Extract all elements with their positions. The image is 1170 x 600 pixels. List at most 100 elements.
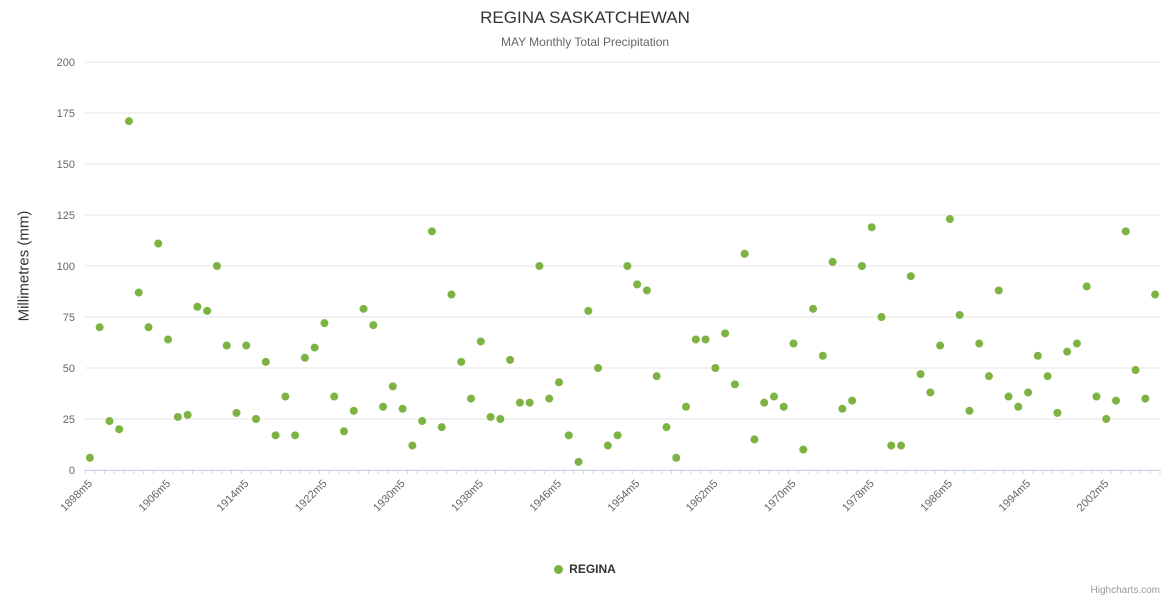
data-point[interactable]: [564, 431, 573, 440]
data-point[interactable]: [203, 306, 212, 315]
data-point[interactable]: [212, 262, 221, 270]
data-point[interactable]: [359, 304, 368, 313]
data-point[interactable]: [994, 286, 1003, 295]
data-point[interactable]: [789, 339, 798, 348]
data-point[interactable]: [183, 410, 192, 419]
data-point[interactable]: [877, 313, 886, 321]
data-point[interactable]: [926, 388, 935, 397]
data-point[interactable]: [711, 364, 720, 372]
data-point[interactable]: [1072, 339, 1081, 348]
data-point[interactable]: [662, 423, 671, 432]
data-point[interactable]: [750, 435, 759, 444]
data-point[interactable]: [95, 323, 104, 332]
data-point[interactable]: [936, 341, 945, 350]
data-point[interactable]: [242, 341, 251, 350]
data-point[interactable]: [691, 335, 700, 344]
data-point[interactable]: [1033, 351, 1042, 360]
data-point[interactable]: [486, 412, 495, 421]
data-point[interactable]: [281, 392, 290, 401]
data-point[interactable]: [369, 321, 378, 330]
data-point[interactable]: [1043, 372, 1052, 381]
data-point[interactable]: [437, 423, 446, 432]
data-point[interactable]: [232, 408, 241, 417]
data-point[interactable]: [398, 404, 407, 413]
data-point[interactable]: [965, 406, 974, 415]
data-point[interactable]: [916, 370, 925, 379]
data-point[interactable]: [496, 415, 505, 423]
data-point[interactable]: [339, 427, 348, 436]
data-point[interactable]: [828, 257, 837, 266]
data-point[interactable]: [252, 415, 261, 423]
highcharts-credits-link[interactable]: Highcharts.com: [1090, 585, 1160, 596]
data-point[interactable]: [310, 343, 319, 352]
data-point[interactable]: [349, 406, 358, 415]
data-point[interactable]: [515, 398, 524, 407]
data-point[interactable]: [779, 402, 788, 411]
data-point[interactable]: [672, 453, 681, 462]
data-point[interactable]: [1092, 392, 1101, 401]
data-point[interactable]: [457, 357, 466, 366]
data-point[interactable]: [115, 425, 124, 434]
data-point[interactable]: [193, 302, 202, 311]
data-point[interactable]: [584, 306, 593, 315]
data-point[interactable]: [105, 417, 114, 426]
data-point[interactable]: [1141, 394, 1150, 403]
data-point[interactable]: [1102, 415, 1111, 423]
data-point[interactable]: [906, 272, 915, 281]
data-point[interactable]: [642, 286, 651, 295]
data-point[interactable]: [1151, 290, 1160, 299]
data-point[interactable]: [897, 441, 906, 450]
data-point[interactable]: [476, 337, 485, 346]
data-point[interactable]: [506, 355, 515, 364]
data-point[interactable]: [682, 402, 691, 411]
data-point[interactable]: [330, 392, 339, 401]
data-point[interactable]: [848, 396, 857, 405]
data-point[interactable]: [857, 262, 866, 270]
data-point[interactable]: [975, 339, 984, 348]
data-point[interactable]: [261, 357, 270, 366]
data-point[interactable]: [173, 412, 182, 421]
data-point[interactable]: [134, 288, 143, 297]
data-point[interactable]: [1004, 392, 1013, 401]
data-point[interactable]: [867, 223, 876, 232]
data-point[interactable]: [1082, 282, 1091, 291]
data-point[interactable]: [740, 249, 749, 258]
data-point[interactable]: [818, 351, 827, 360]
data-point[interactable]: [320, 319, 329, 328]
data-point[interactable]: [447, 290, 456, 299]
data-point[interactable]: [984, 372, 993, 381]
data-point[interactable]: [633, 280, 642, 289]
data-point[interactable]: [603, 441, 612, 450]
data-point[interactable]: [85, 453, 94, 462]
legend-item-regina[interactable]: REGINA: [0, 562, 1170, 576]
data-point[interactable]: [652, 372, 661, 381]
data-point[interactable]: [545, 394, 554, 403]
data-point[interactable]: [1024, 388, 1033, 397]
data-point[interactable]: [467, 394, 476, 403]
data-point[interactable]: [154, 239, 163, 248]
data-point[interactable]: [1131, 366, 1140, 375]
data-point[interactable]: [1063, 347, 1072, 356]
data-point[interactable]: [1121, 227, 1130, 236]
data-point[interactable]: [144, 323, 153, 332]
data-point[interactable]: [613, 431, 622, 440]
data-point[interactable]: [1014, 402, 1023, 411]
data-point[interactable]: [1112, 396, 1121, 405]
data-point[interactable]: [164, 335, 173, 344]
data-point[interactable]: [427, 227, 436, 236]
data-point[interactable]: [222, 341, 231, 350]
data-point[interactable]: [769, 392, 778, 401]
data-point[interactable]: [525, 398, 534, 407]
data-point[interactable]: [799, 445, 808, 454]
data-point[interactable]: [887, 441, 896, 450]
data-point[interactable]: [838, 404, 847, 413]
data-point[interactable]: [701, 335, 710, 344]
data-point[interactable]: [1053, 408, 1062, 417]
data-point[interactable]: [574, 457, 583, 466]
data-point[interactable]: [721, 329, 730, 338]
data-point[interactable]: [408, 441, 417, 450]
data-point[interactable]: [388, 382, 397, 391]
data-point[interactable]: [760, 398, 769, 407]
data-point[interactable]: [271, 431, 280, 440]
data-point[interactable]: [623, 262, 632, 270]
